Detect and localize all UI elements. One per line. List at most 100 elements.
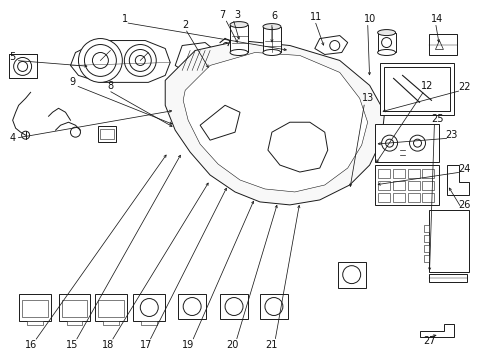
Text: 3: 3 xyxy=(233,10,240,20)
Text: 8: 8 xyxy=(107,81,113,91)
Bar xyxy=(407,169,419,178)
Text: 11: 11 xyxy=(309,12,321,22)
Bar xyxy=(407,181,419,190)
Bar xyxy=(407,193,419,202)
Bar xyxy=(26,321,42,325)
Circle shape xyxy=(140,298,158,316)
Text: 27: 27 xyxy=(422,336,435,346)
Text: 21: 21 xyxy=(265,340,278,350)
Bar xyxy=(98,126,116,142)
Circle shape xyxy=(183,298,201,315)
Bar xyxy=(374,124,439,162)
Text: 12: 12 xyxy=(421,81,433,91)
Text: 14: 14 xyxy=(430,14,443,24)
Ellipse shape xyxy=(229,22,247,28)
Bar xyxy=(422,169,433,178)
Text: 22: 22 xyxy=(457,82,469,93)
Ellipse shape xyxy=(377,50,395,55)
Bar xyxy=(95,293,127,321)
Bar xyxy=(61,300,87,318)
Bar xyxy=(422,193,433,202)
Circle shape xyxy=(329,41,339,50)
Bar xyxy=(103,321,119,325)
Polygon shape xyxy=(314,36,347,54)
Text: 7: 7 xyxy=(219,10,225,20)
Circle shape xyxy=(264,298,283,315)
Bar xyxy=(141,321,157,325)
Bar xyxy=(422,181,433,190)
Polygon shape xyxy=(267,122,327,172)
Text: 6: 6 xyxy=(271,11,277,21)
Text: 1: 1 xyxy=(122,14,128,24)
Circle shape xyxy=(223,42,228,49)
Circle shape xyxy=(342,266,360,284)
Bar xyxy=(9,54,37,78)
Text: 10: 10 xyxy=(363,14,375,24)
Circle shape xyxy=(224,298,243,315)
Ellipse shape xyxy=(263,50,280,55)
Polygon shape xyxy=(183,53,367,192)
Circle shape xyxy=(381,135,397,151)
Circle shape xyxy=(14,58,32,75)
Bar xyxy=(424,235,428,242)
Ellipse shape xyxy=(263,24,280,30)
Text: 5: 5 xyxy=(9,53,16,63)
Circle shape xyxy=(21,131,30,139)
Text: 26: 26 xyxy=(457,200,469,210)
Text: 20: 20 xyxy=(225,340,238,350)
Bar xyxy=(392,169,404,178)
Text: 25: 25 xyxy=(430,114,443,124)
Text: 4: 4 xyxy=(10,133,16,143)
Bar xyxy=(133,293,165,321)
Bar xyxy=(424,255,428,262)
Bar xyxy=(383,67,449,111)
Bar xyxy=(66,321,82,325)
Text: 13: 13 xyxy=(361,93,373,103)
Circle shape xyxy=(84,45,116,76)
Circle shape xyxy=(124,45,156,76)
Bar xyxy=(19,293,50,321)
Text: 15: 15 xyxy=(66,340,79,350)
Bar xyxy=(428,274,467,282)
Bar xyxy=(260,293,287,319)
Bar xyxy=(377,169,389,178)
Ellipse shape xyxy=(229,50,247,55)
Bar xyxy=(21,300,47,318)
Bar xyxy=(424,245,428,252)
Circle shape xyxy=(70,127,81,137)
Polygon shape xyxy=(70,41,170,82)
Text: 17: 17 xyxy=(140,340,152,350)
Polygon shape xyxy=(200,105,240,140)
Text: 24: 24 xyxy=(457,164,469,174)
Circle shape xyxy=(408,135,425,151)
Bar xyxy=(178,293,205,319)
Polygon shape xyxy=(447,165,468,195)
Bar xyxy=(392,193,404,202)
Bar xyxy=(392,181,404,190)
Text: 23: 23 xyxy=(444,130,457,140)
Bar xyxy=(377,181,389,190)
Bar xyxy=(377,32,395,53)
Polygon shape xyxy=(165,41,384,205)
Circle shape xyxy=(78,39,122,82)
Bar xyxy=(263,27,280,53)
Bar xyxy=(59,293,90,321)
Bar xyxy=(220,293,247,319)
Text: 18: 18 xyxy=(102,340,114,350)
Bar xyxy=(374,165,439,205)
Bar xyxy=(428,210,468,272)
Text: 19: 19 xyxy=(182,340,194,350)
Bar xyxy=(98,300,124,318)
Circle shape xyxy=(129,50,151,71)
Bar xyxy=(379,63,453,115)
Bar xyxy=(337,262,365,288)
Bar xyxy=(377,193,389,202)
Polygon shape xyxy=(419,324,453,337)
Text: 16: 16 xyxy=(24,340,37,350)
Bar xyxy=(100,129,114,139)
Ellipse shape xyxy=(377,30,395,36)
Bar xyxy=(229,24,247,53)
Bar xyxy=(428,33,456,55)
Text: 9: 9 xyxy=(69,77,76,87)
Polygon shape xyxy=(175,42,215,75)
